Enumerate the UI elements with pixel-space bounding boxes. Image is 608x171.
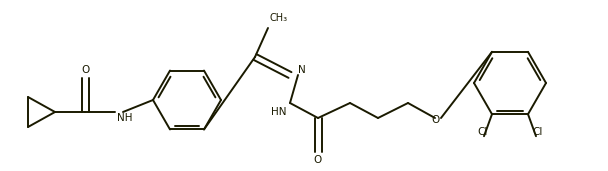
Text: O: O [314,155,322,165]
Text: O: O [431,115,439,125]
Text: O: O [81,65,89,75]
Text: HN: HN [271,107,286,117]
Text: NH: NH [117,113,133,123]
Text: N: N [298,65,306,75]
Text: Cl: Cl [532,127,542,137]
Text: CH₃: CH₃ [269,13,287,23]
Text: Cl: Cl [478,127,488,137]
